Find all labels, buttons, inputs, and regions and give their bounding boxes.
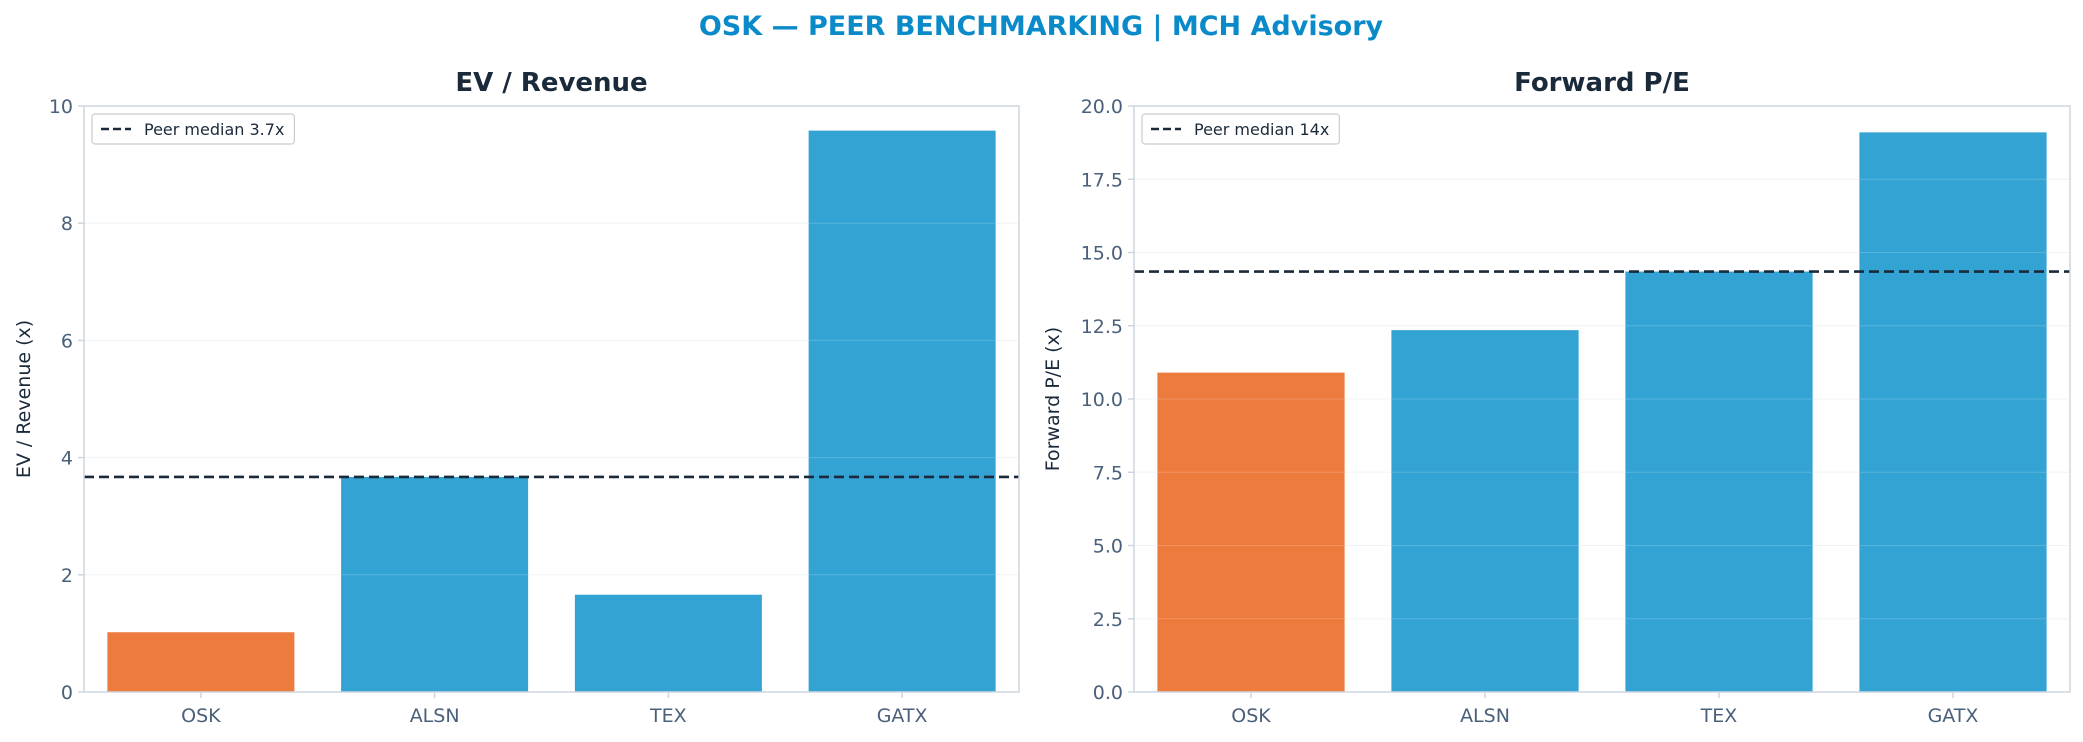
- x-tick-label-gatx: GATX: [1928, 705, 1979, 727]
- y-tick-label: 17.5: [1081, 169, 1123, 191]
- chart-title: Forward P/E: [1514, 68, 1690, 98]
- legend: Peer median 3.7x: [91, 113, 296, 145]
- y-tick-label: 2: [61, 565, 73, 587]
- x-tick-label-tex: TEX: [649, 705, 687, 727]
- chart-title: EV / Revenue: [455, 68, 647, 98]
- bar-alsn: [1391, 330, 1579, 692]
- legend-label: Peer median 3.7x: [144, 120, 284, 139]
- bar-osk: [107, 632, 295, 692]
- x-tick-label-osk: OSK: [181, 705, 221, 727]
- bar-alsn: [341, 476, 529, 692]
- x-tick-label-alsn: ALSN: [410, 705, 460, 727]
- y-tick-label: 8: [61, 213, 73, 235]
- y-axis-label: EV / Revenue (x): [13, 320, 35, 478]
- y-tick-label: 2.5: [1093, 609, 1123, 631]
- y-tick-label: 4: [61, 448, 73, 470]
- y-tick-label: 7.5: [1093, 462, 1123, 484]
- bar-tex: [574, 594, 762, 692]
- y-tick-label: 0.0: [1093, 682, 1123, 704]
- legend-box: [1141, 113, 1340, 145]
- y-tick-label: 5.0: [1093, 536, 1123, 558]
- bar-gatx: [1859, 132, 2047, 692]
- chart-panels: EV / Revenue 0 2 4 6 8 10 OSK ALSN TEX GATX EV / Re…: [13, 68, 2071, 727]
- y-tick-label: 6: [61, 330, 73, 352]
- chart-panel-2: Forward P/E 0.0 2.5 5.0 7.5 10.0 12.5 15.0 17.5 2…: [1042, 68, 2071, 727]
- legend: Peer median 14x: [1141, 113, 1340, 145]
- chart-panel-1: EV / Revenue 0 2 4 6 8 10 OSK ALSN TEX GATX EV / Re…: [13, 68, 1020, 727]
- bar-osk: [1157, 372, 1345, 692]
- figure-title: OSK — PEER BENCHMARKING | MCH Advisory: [699, 11, 1384, 42]
- y-tick-label: 10.0: [1081, 389, 1123, 411]
- x-tick-label-osk: OSK: [1231, 705, 1271, 727]
- plot-frame: [1133, 105, 2071, 693]
- y-tick-label: 0: [61, 682, 73, 704]
- x-tick-label-tex: TEX: [1700, 705, 1738, 727]
- x-tick-label-alsn: ALSN: [1460, 705, 1510, 727]
- y-tick-label: 20.0: [1081, 96, 1123, 118]
- y-tick-label: 15.0: [1081, 243, 1123, 265]
- y-tick-label: 12.5: [1081, 316, 1123, 338]
- plot-frame: [83, 105, 1020, 693]
- bar-gatx: [808, 130, 996, 692]
- legend-box: [91, 113, 296, 145]
- x-tick-label-gatx: GATX: [877, 705, 928, 727]
- y-axis-label: Forward P/E (x): [1042, 327, 1064, 471]
- legend-label: Peer median 14x: [1194, 120, 1329, 139]
- y-tick-label: 10: [49, 96, 73, 118]
- bar-tex: [1625, 271, 1813, 692]
